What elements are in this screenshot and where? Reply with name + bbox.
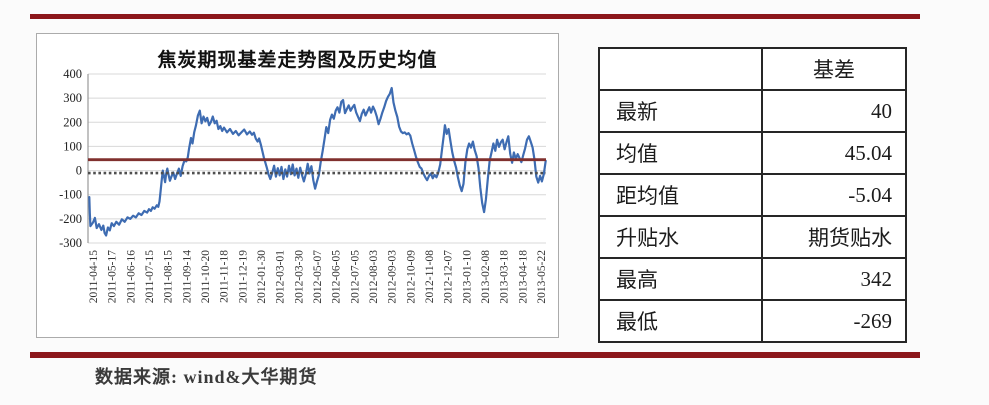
x-axis-tick-label: 2011-12-19: [237, 250, 249, 303]
basis-chart-svg: 400 300 200 100 0 -100 -200 -300 2011-04-15 2011-…: [59, 67, 548, 304]
stats-row-value: -269: [761, 299, 907, 343]
stats-header-basis-cell: 基差: [761, 47, 907, 91]
stats-row: 均值 45.04: [598, 131, 907, 175]
stats-row: 升贴水 期货贴水: [598, 215, 907, 259]
stats-row-label: 升贴水: [598, 215, 763, 259]
x-axis-tick-label: 2012-10-09: [405, 250, 417, 304]
stats-table-body: 基差 最新 40 均值 45.04 距均值 -5.04 升贴水 期货贴水 最高 342 最低 -269: [598, 47, 907, 343]
bottom-divider-rule: [30, 352, 920, 358]
stats-row: 最高 342: [598, 257, 907, 301]
x-axis-tick-label: 2013-02-08: [480, 250, 492, 304]
x-axis-tick-label: 2012-07-05: [349, 250, 361, 304]
x-axis-tick-label: 2011-06-16: [125, 250, 137, 303]
x-axis-tick-label: 2011-07-15: [144, 250, 156, 303]
stats-row-label: 最新: [598, 89, 763, 133]
x-axis-tick-label: 2012-12-07: [443, 250, 455, 304]
x-axis-tick-label: 2013-04-18: [517, 250, 529, 304]
stats-row-label: 距均值: [598, 173, 763, 217]
stats-row-label: 最低: [598, 299, 763, 343]
stats-row: 距均值 -5.04: [598, 173, 907, 217]
stats-row-value: 40: [761, 89, 907, 133]
basis-stats-table: 基差 最新 40 均值 45.04 距均值 -5.04 升贴水 期货贴水 最高 342 最低 -269: [598, 47, 907, 343]
y-axis-tick-label: 100: [63, 139, 82, 153]
y-axis-tick-label: 200: [63, 115, 82, 129]
x-axis-tick-label: 2013-05-22: [536, 250, 548, 304]
x-axis-tick-label: 2012-09-03: [387, 250, 399, 304]
y-axis-tick-label: -300: [59, 236, 82, 250]
basis-series-line: [88, 86, 547, 237]
x-axis-tick-label: 2011-08-15: [163, 250, 175, 303]
x-axis-tick-label: 2012-11-08: [424, 250, 436, 303]
y-axis-tick-label: -200: [59, 212, 82, 226]
x-axis-tick-label: 2013-01-10: [461, 250, 473, 304]
stats-row: 最新 40: [598, 89, 907, 133]
stats-header-empty-cell: [598, 47, 763, 91]
x-axis-tick-label: 2011-09-14: [181, 250, 193, 303]
x-axis-tick-label: 2011-04-15: [88, 250, 100, 303]
x-axis-tick-label: 2011-10-20: [200, 250, 212, 303]
x-axis-tick-label: 2012-06-05: [331, 250, 343, 304]
x-axis-tick-label: 2012-03-01: [275, 250, 287, 304]
stats-row-value: -5.04: [761, 173, 907, 217]
y-axis-tick-label: 400: [63, 67, 82, 81]
x-axis-tick-label: 2012-08-03: [368, 250, 380, 304]
stats-row-value: 342: [761, 257, 907, 301]
data-source-text: 数据来源: wind&大华期货: [95, 367, 318, 387]
x-axis-tick-label: 2011-11-18: [219, 250, 231, 303]
basis-chart-panel: 400 300 200 100 0 -100 -200 -300 2011-04-15 2011-…: [36, 33, 559, 338]
x-axis-tick-label: 2012-01-30: [256, 250, 268, 304]
chart-title: 焦炭期现基差走势图及历史均值: [157, 50, 438, 71]
y-axis-tick-label: -100: [59, 188, 82, 202]
x-axis-tick-label: 2011-05-17: [107, 250, 119, 303]
top-divider-rule: [30, 14, 920, 19]
stats-row-value: 45.04: [761, 131, 907, 175]
y-axis-tick-label: 0: [76, 164, 82, 178]
stats-header-row: 基差: [598, 47, 907, 91]
stats-row-label: 最高: [598, 257, 763, 301]
x-axis-tick-label: 2012-03-30: [293, 250, 305, 304]
stats-row-value: 期货贴水: [761, 215, 907, 259]
stats-row-label: 均值: [598, 131, 763, 175]
stats-row: 最低 -269: [598, 299, 907, 343]
x-axis-tick-label: 2013-03-18: [499, 250, 511, 304]
x-axis-tick-label: 2012-05-07: [312, 250, 324, 304]
y-axis-tick-label: 300: [63, 91, 82, 105]
